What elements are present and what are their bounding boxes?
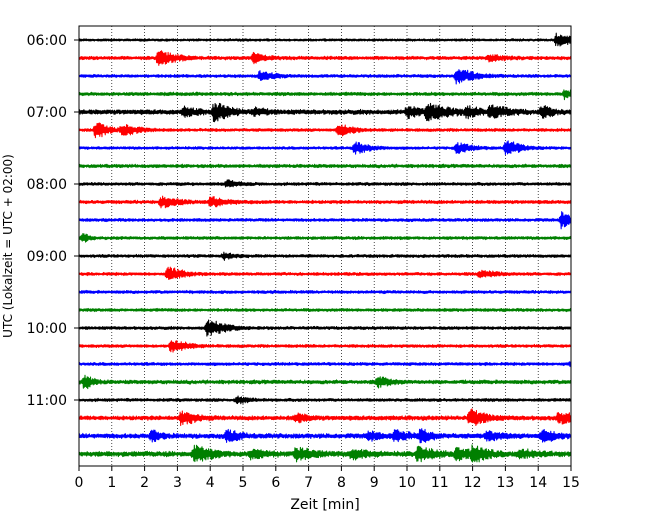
x-tick-label-7: 7 bbox=[304, 475, 313, 491]
x-tick-label-0: 0 bbox=[75, 475, 84, 491]
trace-1045 bbox=[78, 374, 572, 390]
trace-1130 bbox=[78, 428, 572, 444]
trace-0830 bbox=[78, 211, 572, 230]
trace-1145 bbox=[78, 444, 572, 463]
trace-0845 bbox=[78, 233, 572, 243]
trace-1015 bbox=[78, 340, 572, 353]
trace-0730 bbox=[78, 140, 572, 156]
trace-0700 bbox=[78, 102, 572, 123]
x-axis-ticks: 0 1 2 3 4 5 6 7 8 9 10 11 12 13 14 15 bbox=[75, 466, 580, 491]
y-tick-label-1: 07:00 bbox=[27, 105, 67, 121]
y-tick-label-4: 10:00 bbox=[27, 321, 67, 337]
trace-0715 bbox=[78, 122, 572, 139]
plot-frame bbox=[78, 25, 572, 467]
y-tick-label-2: 08:00 bbox=[27, 177, 67, 193]
trace-0930 bbox=[78, 289, 572, 295]
x-tick-label-13: 13 bbox=[496, 475, 514, 491]
x-tick-label-8: 8 bbox=[337, 475, 346, 491]
x-tick-label-14: 14 bbox=[529, 475, 547, 491]
trace-1115 bbox=[78, 408, 572, 427]
x-tick-label-9: 9 bbox=[370, 475, 379, 491]
trace-0600 bbox=[78, 32, 572, 47]
trace-0745 bbox=[78, 163, 572, 169]
y-axis-ticks: 06:00 07:00 08:00 09:00 10:00 11:00 bbox=[27, 33, 79, 409]
x-tick-label-2: 2 bbox=[140, 475, 149, 491]
x-tick-label-4: 4 bbox=[206, 475, 215, 491]
x-tick-label-12: 12 bbox=[464, 475, 482, 491]
seismic-traces bbox=[78, 32, 572, 463]
trace-0945 bbox=[78, 307, 572, 313]
trace-0800 bbox=[78, 179, 572, 188]
trace-1000 bbox=[78, 319, 572, 337]
y-tick-label-5: 11:00 bbox=[27, 393, 67, 409]
y-tick-label-3: 09:00 bbox=[27, 249, 67, 265]
x-axis-label: Zeit [min] bbox=[290, 497, 359, 513]
trace-0900 bbox=[78, 251, 572, 261]
x-tick-label-10: 10 bbox=[398, 475, 416, 491]
y-axis-label: UTC (Lokalzeit = UTC + 02:00) bbox=[1, 154, 15, 338]
x-tick-label-11: 11 bbox=[431, 475, 449, 491]
y-tick-label-0: 06:00 bbox=[27, 33, 67, 49]
x-tick-label-1: 1 bbox=[107, 475, 116, 491]
trace-0645 bbox=[78, 89, 572, 101]
trace-1030 bbox=[78, 361, 572, 368]
x-tick-label-6: 6 bbox=[271, 475, 280, 491]
trace-0630 bbox=[78, 69, 572, 85]
x-tick-label-15: 15 bbox=[562, 475, 580, 491]
trace-0615 bbox=[78, 50, 572, 66]
x-tick-label-3: 3 bbox=[173, 475, 182, 491]
x-tick-label-5: 5 bbox=[239, 475, 248, 491]
vertical-gridlines bbox=[111, 26, 539, 466]
trace-0915 bbox=[78, 266, 572, 280]
trace-0815 bbox=[78, 195, 572, 209]
trace-1100 bbox=[78, 395, 572, 405]
